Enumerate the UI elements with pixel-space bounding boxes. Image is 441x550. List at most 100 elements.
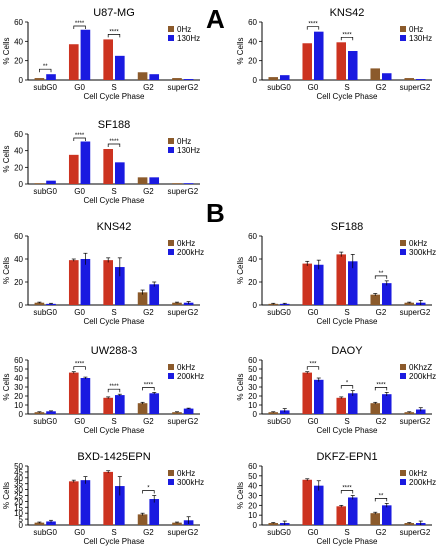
x-tick-label: S xyxy=(111,83,116,92)
y-tick-label: 50 xyxy=(248,365,257,374)
x-tick-label: superG2 xyxy=(400,417,431,426)
y-axis-label: % Cells xyxy=(236,257,245,284)
y-tick-label: 60 xyxy=(248,462,257,471)
legend-label: 200kHz xyxy=(409,478,436,487)
bar-0kHz xyxy=(137,292,148,305)
significance-bracket xyxy=(142,490,155,494)
bar-0kHz xyxy=(172,412,182,414)
bar-200kHz xyxy=(314,485,324,525)
x-tick-label: subG0 xyxy=(33,417,57,426)
legend-label: 200kHz xyxy=(409,372,436,381)
significance-label: **** xyxy=(109,384,119,390)
bar-0Hz xyxy=(137,177,148,184)
bar-0kHz xyxy=(103,471,113,525)
bar-200kHz xyxy=(115,267,125,305)
bar-200kHz xyxy=(149,393,160,414)
y-tick-label: 50 xyxy=(14,365,23,374)
y-tick-label: 40 xyxy=(14,147,23,156)
y-tick-label: 30 xyxy=(14,486,23,495)
legend-label: 200kHz xyxy=(177,372,204,381)
y-axis-label: % Cells xyxy=(2,482,11,509)
x-tick-label: G2 xyxy=(143,187,154,196)
legend-swatch xyxy=(168,147,174,153)
bar-130Hz xyxy=(80,141,91,184)
chart-title: DKFZ-EPN1 xyxy=(316,451,377,463)
significance-label: **** xyxy=(109,139,119,145)
bar-0kHz xyxy=(103,260,113,305)
bar-130Hz xyxy=(183,183,194,184)
chart-title: KNS42 xyxy=(330,7,365,19)
bar-200kHz xyxy=(348,497,358,525)
bar-0kHz xyxy=(302,479,312,525)
significance-label: **** xyxy=(75,362,85,368)
significance-bracket xyxy=(340,36,354,41)
legend-swatch xyxy=(168,26,174,32)
y-tick-label: 30 xyxy=(14,383,23,392)
y-tick-label: 5 xyxy=(19,515,24,524)
bar-0kHz xyxy=(34,302,45,305)
y-tick-label: 0 xyxy=(19,180,24,189)
x-tick-label: superG2 xyxy=(167,83,198,92)
x-tick-label: superG2 xyxy=(400,308,431,317)
legend-swatch xyxy=(400,470,406,476)
x-tick-label: superG2 xyxy=(400,83,431,92)
significance-bracket xyxy=(306,366,320,370)
x-tick-label: G0 xyxy=(74,187,85,196)
bar-130Hz xyxy=(149,74,160,80)
legend-swatch xyxy=(400,479,406,485)
bar-0Hz xyxy=(68,154,79,184)
bar-0kHz xyxy=(103,397,113,414)
bar-130Hz xyxy=(416,79,426,80)
bar-0kHz xyxy=(68,260,79,305)
x-tick-label: superG2 xyxy=(167,528,198,537)
legend-label: 0kHz xyxy=(409,239,427,248)
y-tick-label: 20 xyxy=(248,57,257,66)
x-axis-label: Cell Cycle Phase xyxy=(84,317,145,326)
significance-label: **** xyxy=(376,382,386,388)
chart-title: UW288-3 xyxy=(91,345,137,357)
bar-300kHz xyxy=(314,264,324,305)
significance-label: **** xyxy=(342,32,352,38)
legend-label: 0Hz xyxy=(177,25,191,34)
legend-label: 300kHz xyxy=(177,478,204,487)
bar-0kHz xyxy=(404,523,414,525)
bar-0kHz xyxy=(137,514,148,525)
x-tick-label: S xyxy=(344,417,349,426)
legend-label: 130Hz xyxy=(409,34,432,43)
bar-0kHz xyxy=(370,513,380,525)
y-tick-label: 45 xyxy=(14,468,23,477)
bar-0kHz xyxy=(68,372,79,414)
bar-0kHz xyxy=(370,294,380,305)
y-tick-label: 0 xyxy=(253,76,258,85)
x-tick-label: G2 xyxy=(143,83,154,92)
y-tick-label: 60 xyxy=(14,18,23,27)
bar-0Hz xyxy=(370,68,380,80)
bar-0Hz xyxy=(268,77,278,80)
chart-4: SF188 0 20 40 60 % Cells subG0 G0 S G2 superG2 Cell… xyxy=(236,221,436,326)
y-tick-label: 40 xyxy=(14,374,23,383)
x-tick-label: G0 xyxy=(308,308,319,317)
x-tick-label: S xyxy=(344,528,349,537)
bar-130Hz xyxy=(46,74,56,80)
bar-0kHz xyxy=(137,403,148,414)
y-tick-label: 60 xyxy=(248,18,257,27)
x-tick-label: G0 xyxy=(74,417,85,426)
bar-0kHz xyxy=(172,302,182,305)
significance-bracket xyxy=(374,498,388,502)
bar-0Hz xyxy=(336,42,346,80)
x-axis-label: Cell Cycle Phase xyxy=(317,537,378,546)
legend-swatch xyxy=(400,26,406,32)
bar-130Hz xyxy=(314,31,324,81)
y-tick-label: 30 xyxy=(248,492,257,501)
bar-0KhzZ xyxy=(370,403,380,414)
x-tick-label: G0 xyxy=(74,308,85,317)
y-axis-label: % Cells xyxy=(236,482,245,509)
x-tick-label: G2 xyxy=(376,83,387,92)
bar-0KhzZ xyxy=(336,397,346,414)
bar-130Hz xyxy=(382,73,392,80)
x-tick-label: superG2 xyxy=(167,187,198,196)
chart-1: KNS42 0 20 40 60 % Cells subG0 G0 S G2 superG2 Cell… xyxy=(236,7,432,101)
y-tick-label: 10 xyxy=(14,509,23,518)
x-tick-label: superG2 xyxy=(400,528,431,537)
